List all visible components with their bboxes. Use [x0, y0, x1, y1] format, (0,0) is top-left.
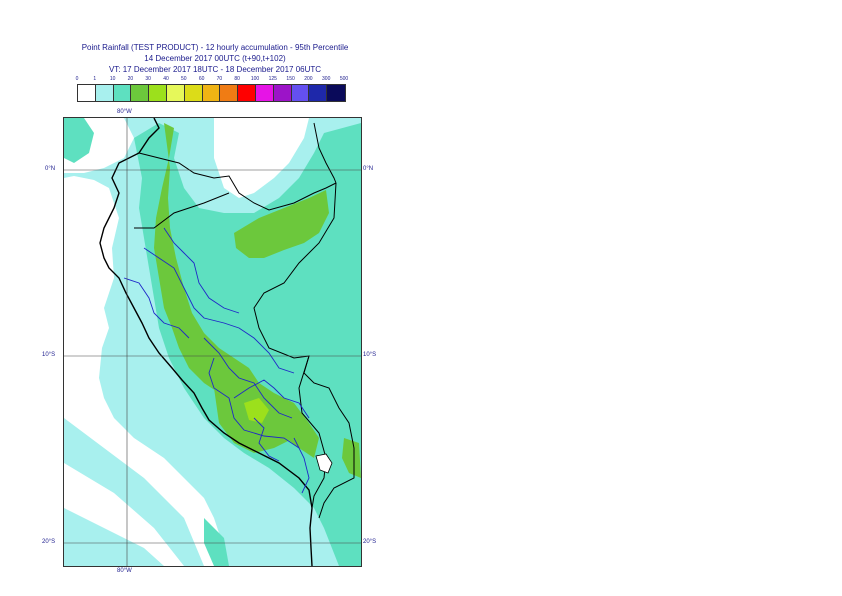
country-border-bolivia: [298, 355, 327, 509]
legend-threshold-label: 50: [181, 76, 187, 82]
legend-swatch: [238, 85, 256, 101]
heavy-rain-amazon: [234, 190, 329, 258]
regional-border-3: [203, 337, 293, 419]
legend-threshold-label: 70: [216, 76, 223, 82]
legend-labels: 0 1 10 20 30 40 50 60 70 80 100 125 150 200 300 500: [75, 76, 349, 85]
legend-swatch: [255, 85, 274, 101]
rainfall-map: [63, 117, 362, 567]
lat-label-10-right: 10°S: [363, 352, 377, 358]
title-line-3: VT: 17 December 2017 18UTC - 18 December…: [108, 65, 322, 74]
legend-threshold-label: 1: [93, 76, 97, 82]
legend-swatch: [131, 85, 150, 101]
legend-threshold-label: 0: [75, 76, 79, 82]
legend-swatch: [220, 85, 239, 101]
legend-swatch: [95, 85, 114, 101]
regional-border-4: [208, 357, 300, 449]
legend-threshold-label: 200: [304, 76, 313, 82]
regional-border-6: [253, 417, 280, 462]
regional-border-2: [163, 227, 240, 314]
legend-threshold-label: 150: [286, 76, 295, 82]
lat-label-20-right: 20°S: [363, 539, 377, 545]
legend-threshold-label: 500: [339, 76, 349, 82]
legend-swatch: [113, 85, 132, 101]
map-canvas: [64, 118, 361, 566]
legend-swatch: [78, 85, 96, 101]
legend-swatch: [327, 85, 345, 101]
title-line-1: Point Rainfall (TEST PRODUCT) - 12 hourl…: [81, 43, 349, 52]
heavy-rain-andes: [154, 123, 319, 458]
lat-label-20-left: 20°S: [42, 539, 56, 545]
legend-swatch: [291, 85, 310, 101]
legend-threshold-label: 40: [163, 76, 169, 82]
color-legend: 0 1 10 20 30 40 50 60 70 80 100 125 150 200 300 500: [75, 76, 349, 102]
legend-swatch: [166, 85, 185, 101]
legend-swatch: [202, 85, 221, 101]
legend-threshold-label: 125: [268, 76, 277, 82]
legend-threshold-label: 60: [198, 76, 205, 82]
lon-label-top: 80°W: [117, 109, 132, 115]
legend-bar: [77, 84, 346, 102]
country-border-north-brazil: [313, 122, 337, 184]
regional-border: [143, 247, 295, 374]
lake-titicaca: [315, 453, 333, 474]
legend-swatch: [273, 85, 292, 101]
light-stripe-ocean-2: [64, 508, 164, 566]
regional-border-8: [123, 277, 190, 339]
title-line-2: 14 December 2017 00UTC (t+90,t+102): [144, 54, 286, 63]
legend-threshold-label: 100: [250, 76, 260, 82]
regional-border-7: [293, 437, 310, 494]
legend-threshold-label: 30: [145, 76, 151, 82]
legend-threshold-label: 300: [322, 76, 331, 82]
lat-label-0-left: 0°N: [45, 166, 56, 172]
legend-swatch: [149, 85, 167, 101]
country-border-peru-colombia: [134, 192, 230, 229]
chart-title: Point Rainfall (TEST PRODUCT) - 12 hourl…: [40, 42, 390, 75]
legend-threshold-label: 10: [109, 76, 116, 82]
light-stripe-ocean: [64, 418, 204, 566]
moderate-rain-south: [204, 518, 229, 566]
lon-label-bottom: 80°W: [117, 568, 132, 574]
legend-swatch: [184, 85, 203, 101]
moderate-rain-north: [64, 118, 94, 163]
lat-label-10-left: 10°S: [42, 352, 56, 358]
lat-label-0-right: 0°N: [363, 166, 374, 172]
legend-swatch: [309, 85, 328, 101]
legend-threshold-label: 20: [127, 76, 134, 82]
coastline: [99, 118, 313, 566]
regional-border-5: [233, 379, 310, 419]
legend-threshold-label: 80: [234, 76, 240, 82]
heavier-rain-core: [244, 398, 269, 423]
heavy-rain-east: [342, 438, 361, 478]
dry-area-north-land: [214, 118, 309, 198]
country-border-ecuador-colombia: [138, 152, 337, 211]
